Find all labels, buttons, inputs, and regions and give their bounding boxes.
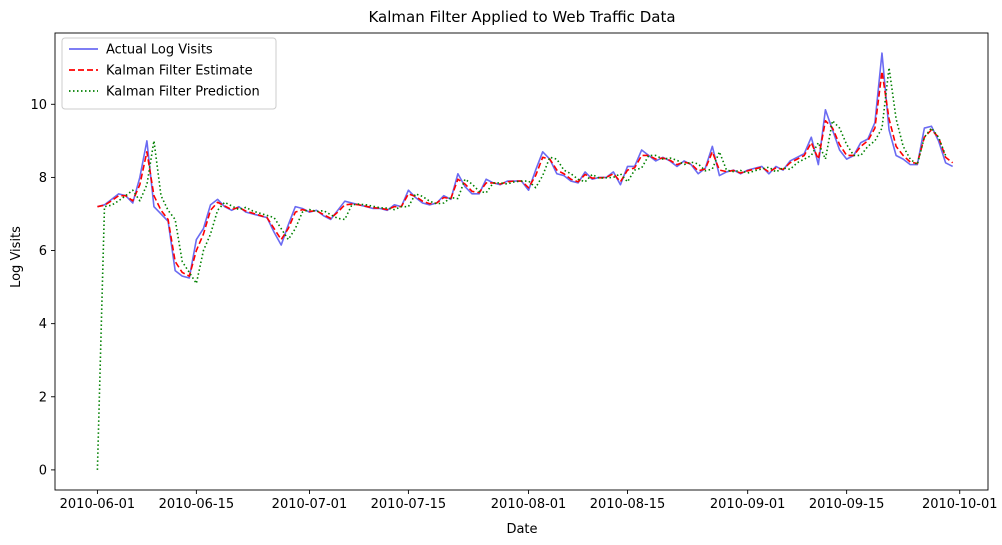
y-tick-label: 4 [39,317,47,332]
x-tick-label: 2010-09-15 [809,497,885,512]
series-line-3 [96,66,947,470]
legend-box [61,37,277,110]
series-line-1 [97,52,954,279]
legend: Actual Log Visits Kalman Filter Estimate K… [61,37,277,110]
x-tick-label: 2010-10-01 [922,497,998,512]
x-tick-label: 2010-07-15 [371,497,447,512]
legend-entry-1: Actual Log Visits [106,43,213,58]
chart-title: Kalman Filter Applied to Web Traffic Dat… [368,8,675,26]
x-tick-label: 2010-08-01 [491,497,567,512]
x-tick-label: 2010-07-01 [272,497,348,512]
x-tick-label: 2010-06-01 [60,497,136,512]
x-axis: 2010-06-01 2010-06-15 2010-07-01 2010-07-15… [60,490,998,512]
series-layer [96,52,954,470]
legend-entry-2: Kalman Filter Estimate [106,64,253,79]
y-tick-label: 10 [30,98,47,113]
series-line-2 [97,70,954,277]
plot-area: 2010-06-01 2010-06-15 2010-07-01 2010-07-15… [30,32,998,512]
x-tick-label: 2010-08-15 [590,497,666,512]
plot-frame [54,32,989,491]
y-tick-label: 6 [39,244,47,259]
legend-entry-3: Kalman Filter Prediction [106,85,260,100]
y-tick-label: 2 [39,390,47,405]
x-tick-label: 2010-09-01 [710,497,786,512]
y-tick-label: 8 [39,171,47,186]
x-tick-label: 2010-06-15 [159,497,235,512]
x-axis-label: Date [506,522,537,537]
y-axis-label: Log Visits [9,226,24,288]
y-axis: 0 2 4 6 8 10 [30,98,55,478]
y-tick-label: 0 [39,463,47,478]
